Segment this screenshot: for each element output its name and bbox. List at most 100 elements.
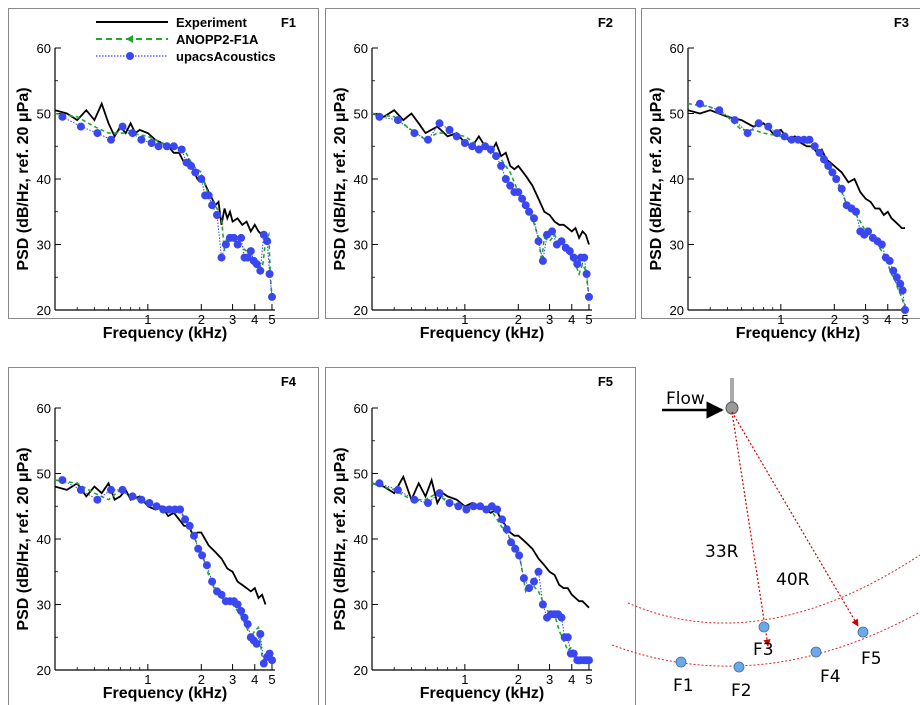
- upacs-point: [445, 499, 454, 507]
- y-tick-label: 60: [37, 41, 51, 56]
- upacs-point: [557, 613, 566, 622]
- y-tick-label: 50: [37, 467, 51, 482]
- ray-label-33r: 33R: [705, 542, 739, 562]
- upacs-point: [246, 247, 255, 256]
- y-tick-label: 20: [37, 663, 51, 678]
- upacs-point: [892, 273, 901, 282]
- y-tick-label: 30: [354, 598, 368, 613]
- upacs-point: [237, 233, 246, 242]
- upacs-point: [815, 148, 824, 157]
- ray-f5: [731, 411, 859, 627]
- upacs-point: [519, 574, 528, 583]
- y-tick-label: 40: [37, 532, 51, 547]
- x-tick-label: 1: [144, 312, 151, 327]
- upacs-point: [569, 253, 578, 262]
- upacs-point: [202, 561, 211, 570]
- x-tick-label: 3: [546, 312, 553, 327]
- upacs-point: [538, 600, 547, 609]
- y-axis-label: PSD (dB/Hz, ref. 20 μPa): [15, 447, 32, 630]
- upacs-point: [58, 112, 67, 121]
- upacs-point: [76, 122, 85, 131]
- upacs-point: [565, 247, 574, 256]
- y-tick-label: 40: [670, 172, 684, 187]
- upacs-point: [506, 181, 515, 190]
- upacs-point: [185, 521, 194, 530]
- x-axis-label: Frequency (kHz): [420, 325, 544, 342]
- upacs-point: [233, 240, 242, 249]
- upacs-point: [165, 505, 174, 514]
- upacs-point: [243, 253, 252, 262]
- upacs-point: [521, 201, 530, 210]
- upacs-point: [534, 567, 543, 576]
- upacs-point: [585, 292, 593, 301]
- upacs-point: [435, 489, 444, 498]
- upacs-point: [137, 135, 146, 144]
- chart-panel-F1: 20 30 40 50 60 1 2 3 4 5 Frequency (kHz) PSD (dB/Hz…: [8, 8, 319, 342]
- x-tick-label: 2: [198, 312, 205, 327]
- y-tick-label: 40: [354, 172, 368, 187]
- x-axis-label: Frequency (kHz): [103, 685, 227, 702]
- mic-label-F2: F2: [731, 681, 752, 701]
- upacs-point: [252, 260, 261, 269]
- upacs-point: [181, 515, 190, 524]
- upacs-point: [410, 129, 419, 138]
- mic-marker-F5: [857, 626, 869, 638]
- y-axis-label: PSD (dB/Hz, ref. 20 μPa): [648, 87, 665, 270]
- upacs-point: [501, 175, 510, 183]
- mic-marker-F2: [733, 661, 745, 673]
- upacs-point: [743, 129, 752, 138]
- upacs-point: [393, 116, 402, 125]
- upacs-point: [507, 538, 515, 547]
- upacs-point: [197, 175, 206, 183]
- upacs-point: [128, 129, 137, 138]
- y-tick-label: 20: [37, 303, 51, 318]
- upacs-point: [198, 551, 207, 560]
- upacs-point: [582, 270, 591, 278]
- upacs-point: [375, 479, 384, 488]
- y-axis-label: PSD (dB/Hz, ref. 20 μPa): [15, 87, 32, 270]
- flow-label: Flow: [666, 389, 705, 409]
- upacs-point: [237, 607, 246, 615]
- x-tick-label: 5: [268, 672, 275, 687]
- mic-label-F3: F3: [753, 640, 774, 660]
- x-tick-label: 5: [268, 312, 275, 327]
- y-tick-label: 60: [37, 401, 51, 416]
- upacs-point: [93, 495, 102, 504]
- y-tick-label: 60: [354, 41, 368, 56]
- upacs-point: [107, 485, 115, 494]
- upacs-point: [497, 161, 506, 170]
- upacs-point: [154, 142, 163, 151]
- upacs-point: [162, 142, 171, 151]
- upacs-point: [492, 152, 501, 161]
- upacs-point: [585, 656, 593, 665]
- upacs-point: [530, 214, 538, 223]
- upacs-point: [265, 649, 274, 658]
- upacs-point: [424, 135, 432, 144]
- upacs-point: [864, 227, 873, 236]
- x-tick-label: 2: [831, 312, 838, 327]
- x-tick-label: 4: [568, 312, 575, 327]
- arc-40r: [611, 611, 920, 667]
- upacs-point: [256, 630, 265, 638]
- upacs-point: [204, 191, 213, 200]
- upacs-point: [187, 161, 195, 170]
- upacs-point: [730, 116, 739, 125]
- upacs-point: [375, 112, 384, 121]
- upacs-point: [256, 266, 265, 275]
- y-tick-label: 20: [354, 663, 368, 678]
- y-tick-label: 60: [354, 401, 368, 416]
- upacs-point: [233, 600, 242, 609]
- upacs-point: [828, 168, 837, 177]
- panel-frame: [325, 367, 636, 705]
- upacs-point: [169, 142, 178, 151]
- upacs-point: [573, 260, 582, 269]
- upacs-point: [885, 256, 894, 265]
- upacs-point: [468, 142, 477, 151]
- upacs-point: [176, 505, 185, 514]
- panel-title: F3: [894, 15, 909, 30]
- panel-title: F4: [281, 374, 297, 389]
- upacs-point: [794, 135, 803, 144]
- chart-panel-F3: 20 30 40 50 60 1 2 3 4 5 Frequency (kHz) PSD (dB/Hz…: [641, 8, 920, 342]
- chart-panel-F4: 20 30 40 50 60 1 2 3 4 5 Frequency (kHz) PSD (dB/Hz…: [8, 367, 319, 705]
- upacs-point: [514, 188, 523, 197]
